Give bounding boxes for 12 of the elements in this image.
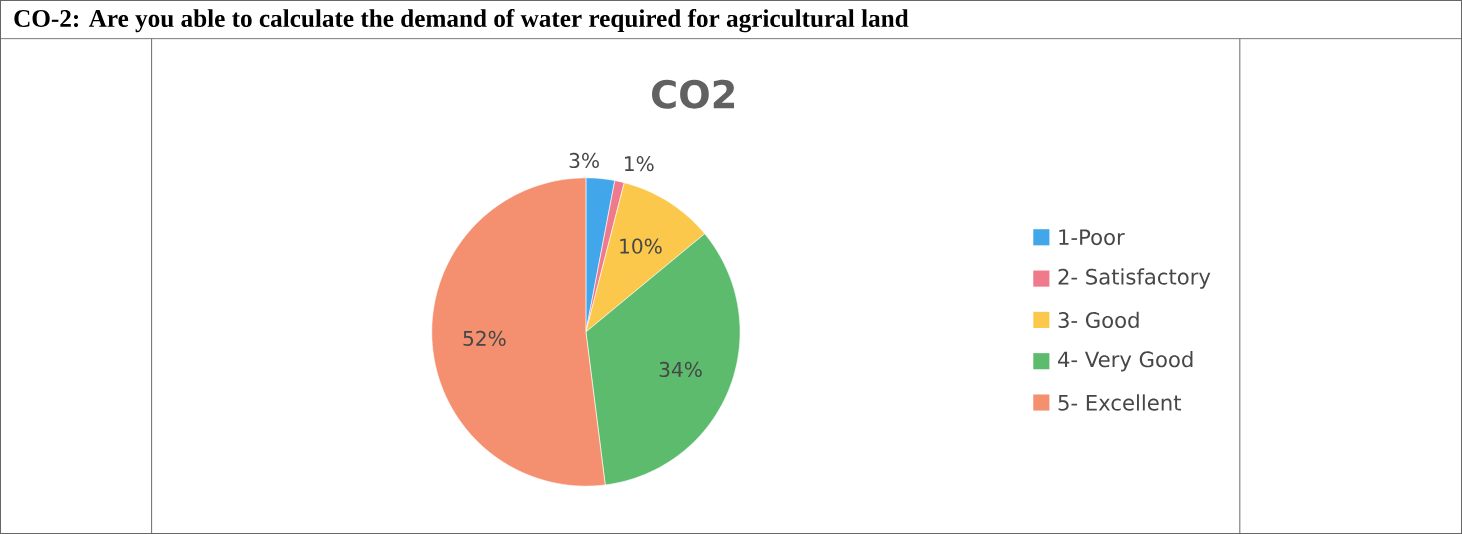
data-label: 34%: [659, 361, 702, 378]
legend-label: 4- Very Good: [1058, 350, 1193, 372]
legend-label: 3- Good: [1058, 311, 1139, 329]
legend-label: 1-Poor: [1059, 229, 1125, 246]
legend-label: 2- Satisfactory: [1058, 268, 1211, 289]
chart-title: CO2: [652, 79, 735, 109]
data-label: 52%: [463, 330, 506, 346]
legend-label: 5- Excellent: [1058, 394, 1181, 411]
text: CO-2: Are you able to calculate the demand of water required for agricultural land: [14, 9, 909, 33]
data-label: 1%: [624, 156, 654, 172]
data-label: 10%: [620, 238, 662, 254]
data-label: 3%: [569, 152, 599, 169]
